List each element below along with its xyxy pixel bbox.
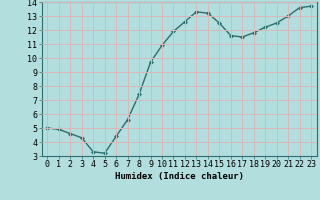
X-axis label: Humidex (Indice chaleur): Humidex (Indice chaleur) — [115, 172, 244, 181]
